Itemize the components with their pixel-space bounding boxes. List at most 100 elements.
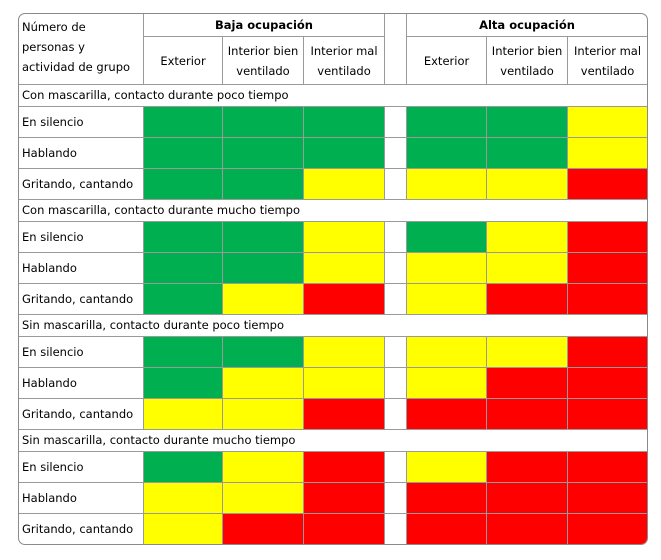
risk-cell-red xyxy=(568,368,648,399)
risk-cell-green xyxy=(407,107,488,138)
column-gap xyxy=(385,222,408,253)
table-row: En silencio xyxy=(19,222,648,253)
section-title: Sin mascarilla, contacto durante mucho t… xyxy=(19,430,648,452)
risk-cell-red xyxy=(487,368,569,399)
risk-cell-green xyxy=(144,337,223,368)
risk-cell-red xyxy=(568,399,648,430)
risk-cell-yellow xyxy=(487,337,569,368)
column-gap xyxy=(385,138,408,169)
risk-cell-green xyxy=(144,222,223,253)
section-header-row: Sin mascarilla, contacto durante mucho t… xyxy=(19,430,648,452)
risk-cell-yellow xyxy=(407,368,488,399)
risk-cell-red xyxy=(568,337,648,368)
activity-label: Gritando, cantando xyxy=(19,399,144,430)
activity-label: Hablando xyxy=(19,138,144,169)
activity-label: En silencio xyxy=(19,107,144,138)
activity-label: Hablando xyxy=(19,483,144,514)
risk-cell-red xyxy=(304,452,386,483)
risk-cell-yellow xyxy=(223,399,304,430)
risk-cell-red xyxy=(568,284,648,315)
risk-cell-red xyxy=(223,514,304,544)
corner-label: Número de personas y actividad de grupo xyxy=(19,14,144,85)
risk-cell-green xyxy=(487,107,569,138)
risk-cell-yellow xyxy=(304,222,386,253)
risk-cell-green xyxy=(144,253,223,284)
risk-cell-yellow xyxy=(144,483,223,514)
risk-cell-green xyxy=(223,253,304,284)
risk-cell-yellow xyxy=(568,107,648,138)
table-row: Hablando xyxy=(19,368,648,399)
risk-cell-green xyxy=(407,222,488,253)
table-row: Gritando, cantando xyxy=(19,169,648,200)
risk-cell-yellow xyxy=(487,222,569,253)
group-header-baja: Baja ocupación xyxy=(144,14,386,37)
risk-cell-yellow xyxy=(568,138,648,169)
risk-cell-red xyxy=(487,483,569,514)
risk-cell-yellow xyxy=(144,399,223,430)
table-row: Hablando xyxy=(19,483,648,514)
risk-cell-yellow xyxy=(144,514,223,544)
column-header: Exterior xyxy=(144,37,223,85)
risk-cell-red xyxy=(568,253,648,284)
column-gap xyxy=(385,337,408,368)
risk-table: Número de personas y actividad de grupo … xyxy=(18,13,649,545)
risk-cell-green xyxy=(144,138,223,169)
risk-cell-green xyxy=(144,107,223,138)
risk-cell-red xyxy=(568,169,648,200)
table-body: Con mascarilla, contacto durante poco ti… xyxy=(19,85,648,544)
risk-cell-red xyxy=(568,514,648,544)
table-row: En silencio xyxy=(19,107,648,138)
section-title: Sin mascarilla, contacto durante poco ti… xyxy=(19,315,648,337)
column-gap xyxy=(385,368,408,399)
risk-cell-yellow xyxy=(407,452,488,483)
risk-cell-green xyxy=(304,138,386,169)
risk-cell-red xyxy=(568,452,648,483)
risk-cell-green xyxy=(223,337,304,368)
column-header: Interior bien ventilado xyxy=(487,37,569,85)
risk-cell-yellow xyxy=(304,253,386,284)
column-gap xyxy=(385,284,408,315)
risk-cell-red xyxy=(568,483,648,514)
risk-cell-green xyxy=(223,169,304,200)
section-header-row: Sin mascarilla, contacto durante poco ti… xyxy=(19,315,648,337)
section-header-row: Con mascarilla, contacto durante mucho t… xyxy=(19,200,648,222)
risk-cell-green xyxy=(487,138,569,169)
column-gap xyxy=(385,253,408,284)
table-row: Gritando, cantando xyxy=(19,399,648,430)
risk-cell-red xyxy=(487,514,569,544)
column-gap xyxy=(385,107,408,138)
risk-cell-red xyxy=(487,452,569,483)
risk-cell-green xyxy=(144,284,223,315)
risk-cell-green xyxy=(223,222,304,253)
risk-cell-yellow xyxy=(407,253,488,284)
risk-cell-yellow xyxy=(223,284,304,315)
table-row: Gritando, cantando xyxy=(19,514,648,544)
column-gap xyxy=(385,399,408,430)
risk-cell-red xyxy=(304,284,386,315)
column-header: Interior mal ventilado xyxy=(304,37,386,85)
risk-cell-green xyxy=(407,138,488,169)
risk-cell-yellow xyxy=(223,368,304,399)
risk-cell-yellow xyxy=(487,169,569,200)
risk-cell-green xyxy=(144,368,223,399)
section-header-row: Con mascarilla, contacto durante poco ti… xyxy=(19,85,648,107)
risk-cell-green xyxy=(144,452,223,483)
risk-cell-red xyxy=(407,483,488,514)
section-title: Con mascarilla, contacto durante mucho t… xyxy=(19,200,648,222)
activity-label: Hablando xyxy=(19,253,144,284)
risk-cell-yellow xyxy=(407,169,488,200)
column-gap xyxy=(385,452,408,483)
table-row: En silencio xyxy=(19,337,648,368)
table-row: En silencio xyxy=(19,452,648,483)
column-header: Exterior xyxy=(407,37,488,85)
risk-cell-red xyxy=(568,222,648,253)
column-gap xyxy=(385,14,408,85)
risk-cell-yellow xyxy=(407,337,488,368)
section-title: Con mascarilla, contacto durante poco ti… xyxy=(19,85,648,107)
risk-cell-red xyxy=(304,514,386,544)
column-header: Interior bien ventilado xyxy=(223,37,304,85)
table-row: Gritando, cantando xyxy=(19,284,648,315)
risk-cell-green xyxy=(223,138,304,169)
activity-label: Gritando, cantando xyxy=(19,169,144,200)
risk-cell-yellow xyxy=(223,483,304,514)
